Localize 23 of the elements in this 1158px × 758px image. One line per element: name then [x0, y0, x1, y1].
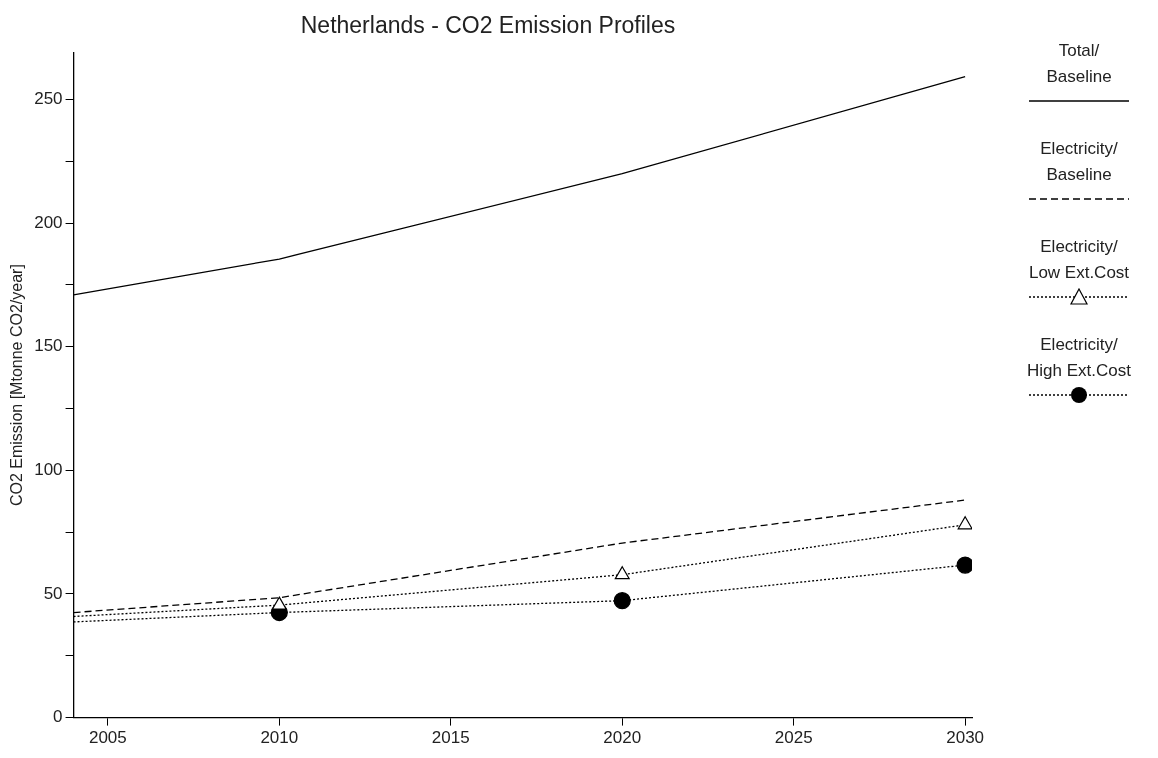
point [956, 556, 972, 574]
y-tick-label: 0 [53, 707, 63, 727]
y-tick-label: 150 [34, 336, 63, 356]
x-tick-label: 2015 [431, 728, 470, 748]
text: Electricity/Baseline [1039, 138, 1119, 186]
point [957, 516, 972, 530]
text: Electricity/Low Ext.Cost [1027, 236, 1131, 284]
x-tick-label: 2010 [260, 728, 299, 748]
x-tick-label: 2020 [603, 728, 642, 748]
y-tick-label: 200 [34, 212, 63, 232]
point [614, 566, 630, 580]
x-tick-label: 2005 [88, 728, 127, 748]
text: Total/Baseline [1045, 40, 1113, 88]
point [613, 592, 631, 610]
y-tick-label: 100 [34, 460, 63, 480]
point [271, 596, 287, 610]
x-tick-label: 2030 [946, 728, 985, 748]
y-tick-label: 250 [34, 89, 63, 109]
text: Electricity/High Ext.Cost [1026, 334, 1132, 382]
x-tick-label: 2025 [774, 728, 813, 748]
y-axis-title: CO2 Emission [Mtonne CO2/year] [8, 264, 26, 507]
chart-title: Netherlands - CO2 Emission Profiles [300, 12, 676, 39]
y-tick-label: 50 [43, 583, 63, 603]
